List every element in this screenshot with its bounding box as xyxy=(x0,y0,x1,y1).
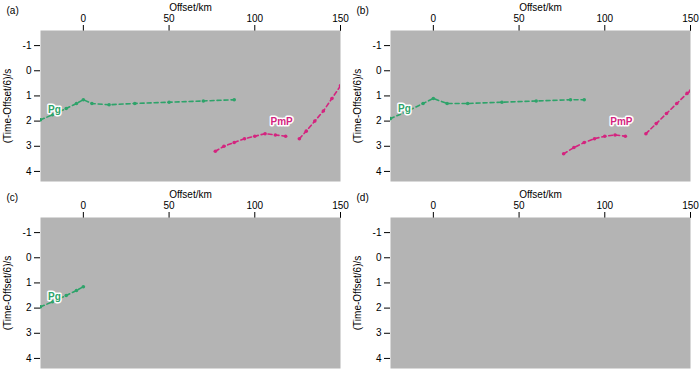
svg-text:PmP: PmP xyxy=(271,116,294,127)
svg-text:Pg: Pg xyxy=(48,104,61,115)
svg-text:50: 50 xyxy=(514,200,526,211)
svg-text:(Time-Offset/6)/s: (Time-Offset/6)/s xyxy=(2,256,13,330)
svg-text:3: 3 xyxy=(376,140,382,151)
svg-text:150: 150 xyxy=(682,13,699,24)
svg-text:(Time-Offset/6)/s: (Time-Offset/6)/s xyxy=(352,69,363,143)
svg-text:4: 4 xyxy=(376,353,382,364)
svg-text:50: 50 xyxy=(164,200,176,211)
svg-text:Pg: Pg xyxy=(48,291,61,302)
svg-text:50: 50 xyxy=(164,13,176,24)
svg-text:(Time-Offset/6)/s: (Time-Offset/6)/s xyxy=(2,69,13,143)
svg-text:0: 0 xyxy=(376,65,382,76)
svg-text:0: 0 xyxy=(81,13,87,24)
svg-text:3: 3 xyxy=(26,140,32,151)
svg-text:0: 0 xyxy=(26,65,32,76)
svg-text:2: 2 xyxy=(376,115,382,126)
svg-text:0: 0 xyxy=(26,252,32,263)
svg-text:-1: -1 xyxy=(23,40,32,51)
svg-text:-1: -1 xyxy=(23,227,32,238)
svg-text:0: 0 xyxy=(81,200,87,211)
svg-text:0: 0 xyxy=(431,200,437,211)
svg-text:4: 4 xyxy=(26,353,32,364)
svg-text:4: 4 xyxy=(26,166,32,177)
svg-text:1: 1 xyxy=(376,277,382,288)
svg-text:150: 150 xyxy=(332,200,349,211)
svg-text:100: 100 xyxy=(246,200,263,211)
svg-text:Offset/km: Offset/km xyxy=(519,189,562,200)
svg-text:Offset/km: Offset/km xyxy=(169,2,212,13)
svg-text:2: 2 xyxy=(26,115,32,126)
svg-text:2: 2 xyxy=(26,302,32,313)
svg-text:50: 50 xyxy=(514,13,526,24)
svg-text:1: 1 xyxy=(26,90,32,101)
svg-text:150: 150 xyxy=(332,13,349,24)
svg-text:Offset/km: Offset/km xyxy=(519,2,562,13)
svg-text:(c): (c) xyxy=(7,192,19,203)
svg-text:100: 100 xyxy=(596,200,613,211)
svg-text:2: 2 xyxy=(376,302,382,313)
svg-text:4: 4 xyxy=(376,166,382,177)
svg-text:3: 3 xyxy=(376,327,382,338)
svg-text:(a): (a) xyxy=(7,5,19,16)
svg-text:1: 1 xyxy=(26,277,32,288)
svg-text:100: 100 xyxy=(246,13,263,24)
svg-text:1: 1 xyxy=(376,90,382,101)
svg-text:-1: -1 xyxy=(373,40,382,51)
svg-text:100: 100 xyxy=(596,13,613,24)
svg-text:Offset/km: Offset/km xyxy=(169,189,212,200)
svg-text:(d): (d) xyxy=(357,192,369,203)
svg-text:Pg: Pg xyxy=(398,103,411,114)
svg-text:150: 150 xyxy=(682,200,699,211)
svg-text:(b): (b) xyxy=(357,5,369,16)
svg-text:0: 0 xyxy=(431,13,437,24)
svg-text:0: 0 xyxy=(376,252,382,263)
svg-text:-1: -1 xyxy=(373,227,382,238)
svg-text:3: 3 xyxy=(26,327,32,338)
svg-text:PmP: PmP xyxy=(610,116,633,127)
svg-text:(Time-Offset/6)/s: (Time-Offset/6)/s xyxy=(352,256,363,330)
